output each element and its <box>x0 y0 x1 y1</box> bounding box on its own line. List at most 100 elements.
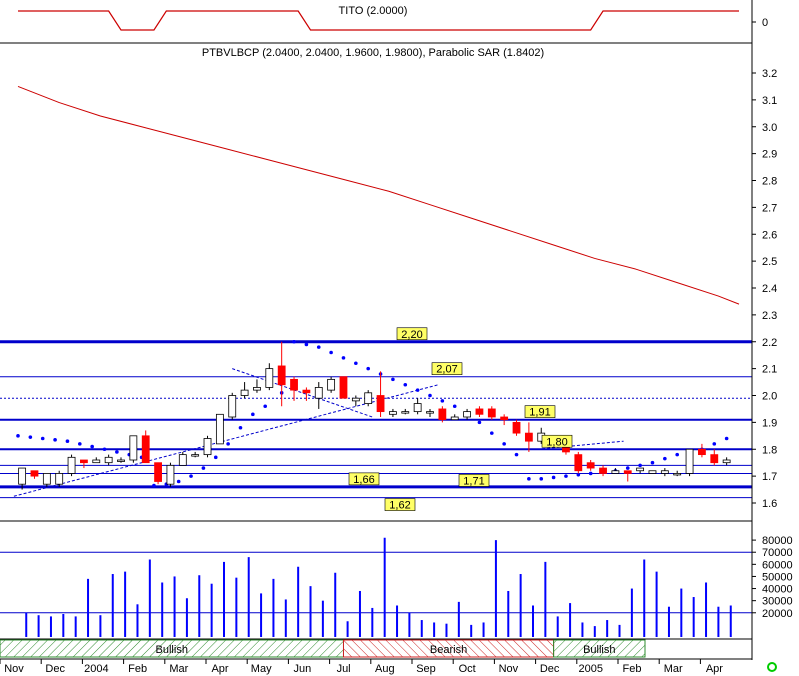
sar-dot <box>403 382 408 387</box>
candle-body <box>314 387 323 399</box>
indicator-tick-label: 0 <box>762 17 768 29</box>
regimes: Bullish Bearish Bullish <box>0 639 646 658</box>
candle-body <box>648 470 657 474</box>
sar-dot <box>440 399 445 403</box>
time-label: 2004 <box>84 663 108 675</box>
volume-tick-label: 60000 <box>762 559 793 571</box>
sar-dot <box>539 477 544 481</box>
time-label: Sep <box>416 663 436 675</box>
candle-body <box>660 470 669 474</box>
sar-dot <box>502 442 506 446</box>
level-label-box <box>384 498 416 511</box>
sar-dot <box>102 447 107 452</box>
sar-dot <box>40 436 45 441</box>
price-tick-label: 1.6 <box>762 498 777 510</box>
sar-dot <box>724 436 729 441</box>
price-tick-label: 1.9 <box>762 417 777 429</box>
sar-dot <box>650 460 655 465</box>
candle-body <box>599 467 607 474</box>
regime-strip: Bullish Bearish Bullish <box>0 639 646 658</box>
sar-dot <box>316 345 321 349</box>
time-label: Feb <box>623 663 642 675</box>
candle-body <box>18 467 27 485</box>
candle-body <box>413 403 422 413</box>
price-tick-label: 3.0 <box>762 122 777 134</box>
candle-body <box>586 462 595 469</box>
regime-label: Bullish <box>156 644 188 656</box>
candle-body <box>302 389 311 394</box>
volume-tick-label: 70000 <box>762 547 793 559</box>
level-label-box <box>431 362 463 375</box>
sar-dot <box>712 442 717 446</box>
sar-dot <box>675 452 679 457</box>
sar-dot <box>588 471 593 476</box>
sar-dot <box>115 450 119 454</box>
price-tick-label: 2.5 <box>762 256 777 268</box>
candle-body <box>623 470 632 474</box>
level-label: 1,91 <box>529 407 550 419</box>
candle-body <box>104 456 113 464</box>
price-title: PTBVLBCP (2.0400, 2.0400, 1.9600, 1.9800… <box>202 47 544 59</box>
regime-label: Bullish <box>583 644 615 656</box>
sar-dot <box>201 466 206 470</box>
time-label: Apr <box>211 663 228 675</box>
candle-body <box>215 413 224 445</box>
time-label: 2005 <box>579 663 603 675</box>
price-tick-label: 2.9 <box>762 149 777 161</box>
price-tick-label: 2.8 <box>762 176 777 188</box>
sar-dot <box>564 474 568 478</box>
candle-body <box>55 473 64 485</box>
volume-tick-label: 80000 <box>762 535 793 547</box>
sar-dot <box>366 366 371 371</box>
candle-body <box>67 456 76 474</box>
candle-body <box>327 378 336 391</box>
moving-average-line <box>17 85 740 305</box>
candle-body <box>166 464 175 485</box>
candle-body <box>574 454 583 472</box>
sar-dot <box>53 438 57 442</box>
sar-dot <box>551 475 556 480</box>
candle-body <box>426 411 434 414</box>
sar-dot <box>78 442 82 446</box>
sar-dot <box>354 361 358 366</box>
time-label: Jul <box>337 663 351 675</box>
candle-body <box>698 448 706 456</box>
level-label: 1,71 <box>463 475 484 487</box>
candle-body <box>265 368 274 388</box>
level-label-box <box>348 472 380 486</box>
sar-dot <box>28 435 33 439</box>
level-label-box <box>458 474 490 487</box>
candle-body <box>203 438 212 456</box>
sar-dot <box>213 455 218 460</box>
level-label: 1,66 <box>353 474 374 486</box>
regime-box <box>553 639 646 658</box>
price-tick-label: 3.2 <box>762 68 777 80</box>
candle-body <box>487 408 496 418</box>
candle-body <box>92 459 101 464</box>
time-label: Mar <box>169 663 188 675</box>
candle-body <box>117 459 125 462</box>
price-level-labels: 2,20 2,07 1,91 1,80 1,71 1,66 1,62 <box>348 327 573 512</box>
sar-dot <box>452 404 457 409</box>
volume-tick-label: 40000 <box>762 584 793 596</box>
sar-dot <box>527 477 531 481</box>
candle-body <box>463 411 471 418</box>
sar-dot <box>514 452 519 457</box>
candle-body <box>290 378 298 391</box>
volume-tick-label: 30000 <box>762 596 793 608</box>
indicator-series-line <box>18 10 739 31</box>
candle-body <box>389 411 397 415</box>
volume-bars <box>25 537 732 637</box>
candle-body <box>178 454 187 466</box>
level-label: 2,20 <box>401 329 422 341</box>
sar-dot <box>238 425 243 430</box>
sar-dot <box>226 442 230 446</box>
time-label: Aug <box>375 663 395 675</box>
regime-label: Bearish <box>430 644 467 656</box>
candle-body <box>191 454 200 457</box>
indicator-panel: TITO (2.0000) 0 <box>18 5 768 31</box>
time-label: Nov <box>4 663 24 675</box>
candle-body <box>636 467 645 472</box>
candle-body <box>129 435 138 461</box>
